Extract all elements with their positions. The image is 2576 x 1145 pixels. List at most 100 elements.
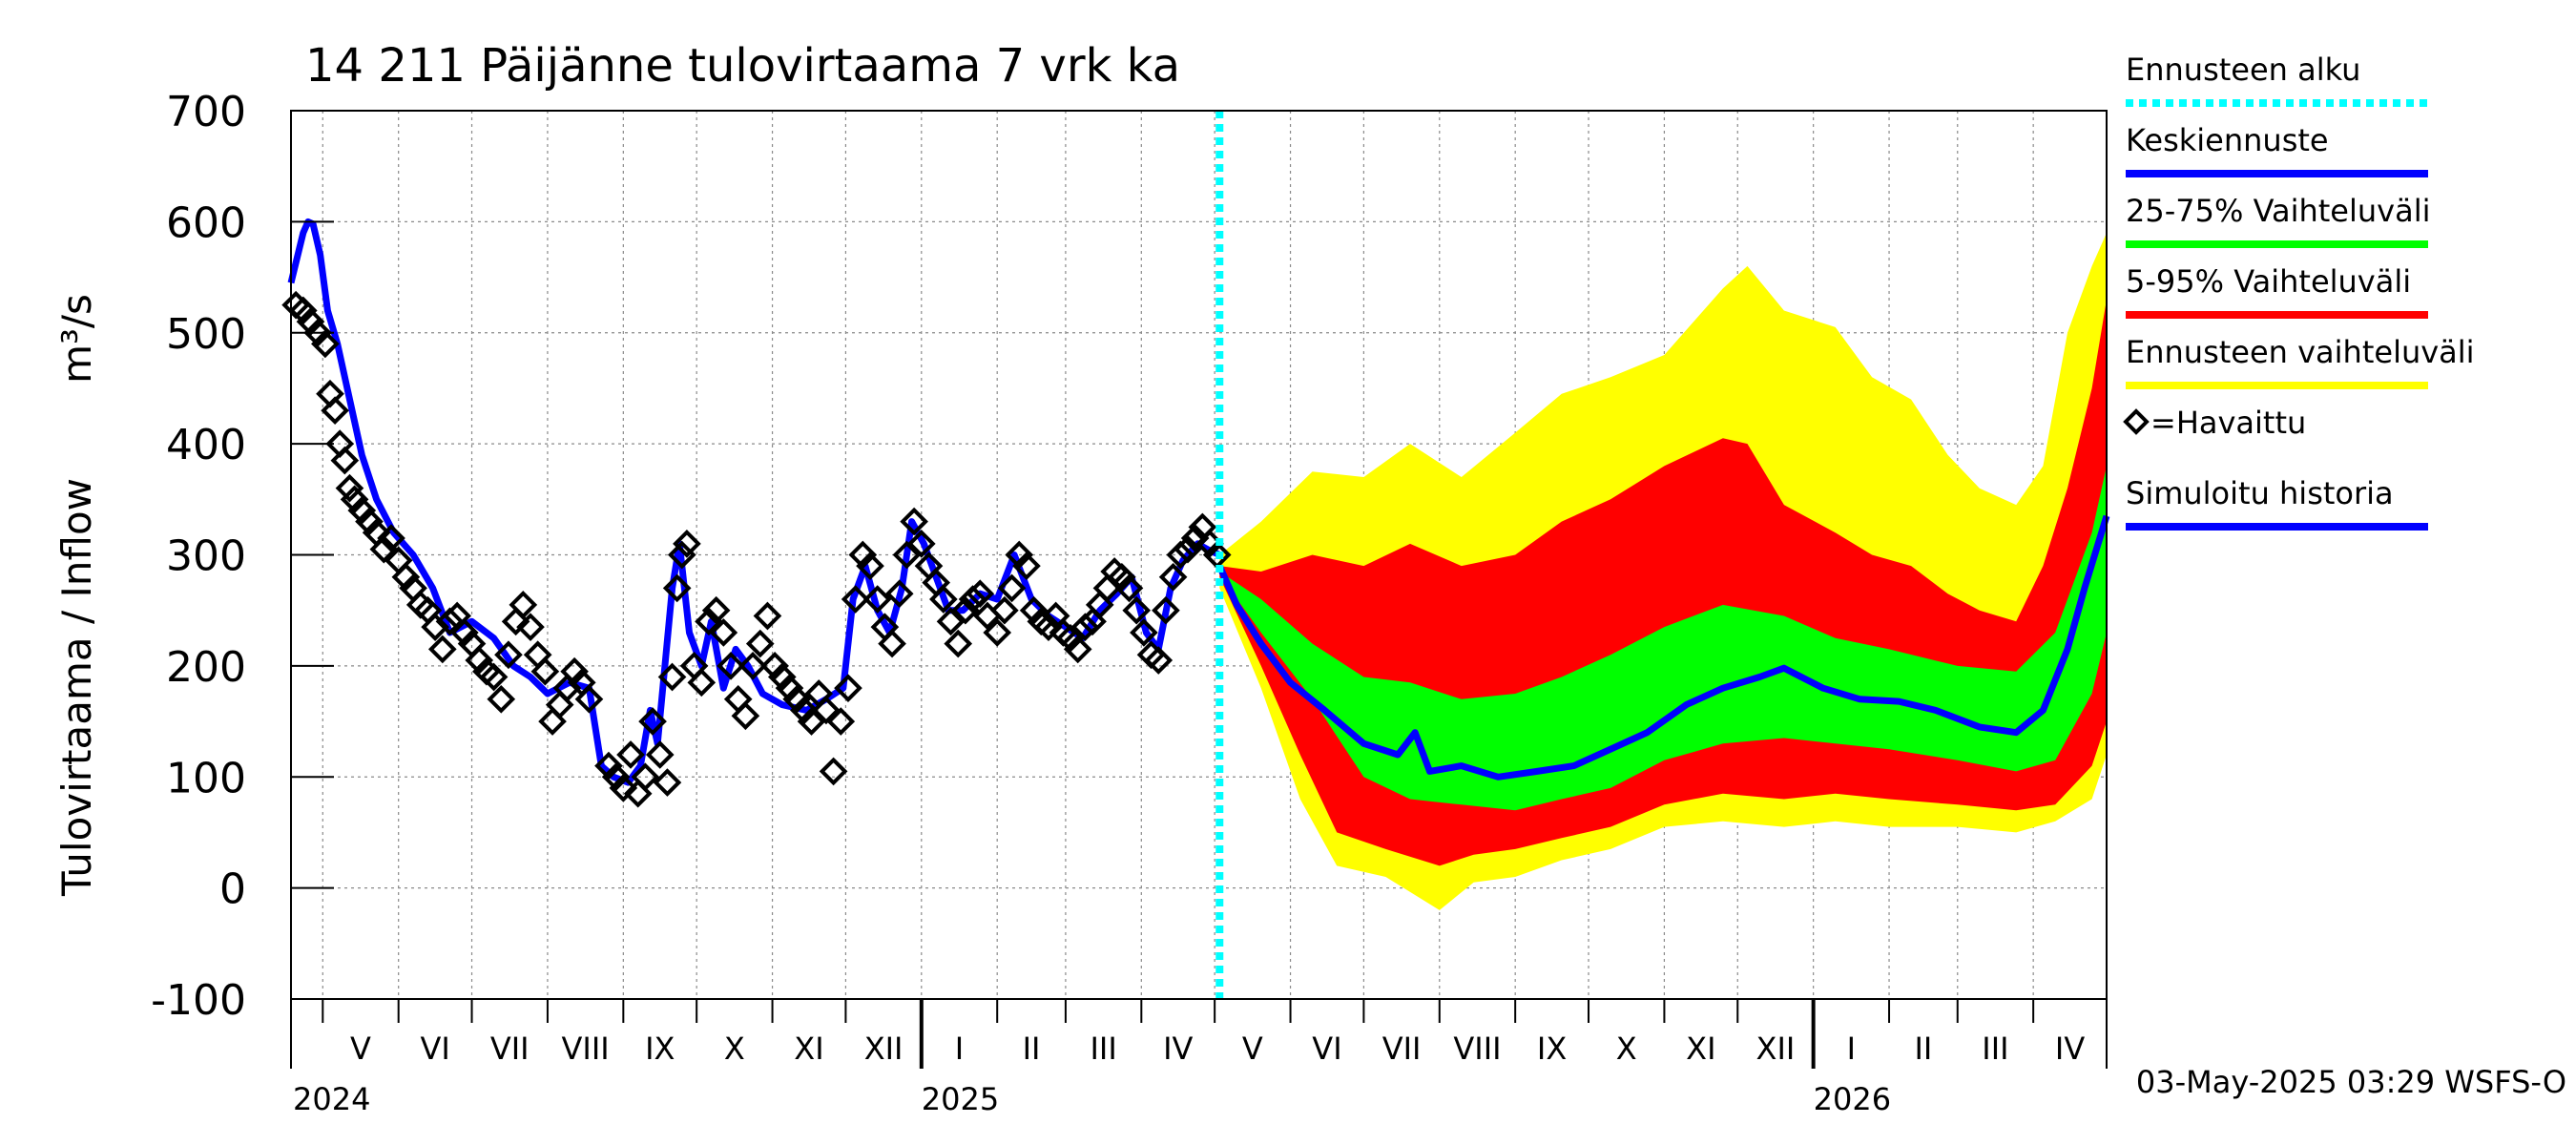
x-month-label: I [1847, 1030, 1856, 1067]
observed-point [1122, 595, 1152, 625]
series-simuloitu-historia [287, 218, 1221, 786]
observed-point [775, 674, 804, 702]
observed-point [657, 662, 687, 692]
observed-point [958, 585, 987, 614]
observed-point [530, 656, 560, 686]
legend: Ennusteen alku Keskiennuste 25-75% Vaihtel… [2123, 52, 2475, 531]
observed-point [645, 740, 675, 769]
observed-point [479, 662, 509, 692]
observed-point [1005, 540, 1034, 570]
observed-point [983, 618, 1012, 647]
observed-point [819, 757, 848, 786]
observed-point [303, 318, 333, 347]
x-year-label: 2026 [1814, 1081, 1891, 1117]
x-month-label: XII [864, 1030, 904, 1067]
observed-point [856, 552, 884, 580]
y-tick-label: 200 [166, 643, 246, 692]
observed-point [1144, 646, 1174, 675]
legend-label: =Havaittu [2150, 405, 2306, 441]
series-keskiennuste [1216, 514, 2110, 781]
observed-point [288, 296, 318, 325]
observed-point [594, 751, 623, 781]
x-month-label: III [1982, 1030, 2008, 1067]
observed-point [709, 618, 738, 647]
legend-marker [2123, 408, 2150, 435]
observed-point [695, 607, 723, 636]
observed-point [435, 607, 465, 636]
observed-point [936, 607, 966, 636]
observed-point [841, 585, 870, 614]
observed-point [369, 534, 399, 564]
observed-point [687, 668, 717, 697]
observed-point [717, 652, 745, 680]
x-month-label: XI [794, 1030, 823, 1067]
x-month-label: VI [420, 1030, 449, 1067]
y-axis-unit: m³/s [53, 294, 100, 384]
observed-point [355, 507, 384, 536]
x-month-label: III [1090, 1030, 1116, 1067]
observed-point [1034, 613, 1063, 641]
legend-label: 25-75% Vaihteluväli [2126, 193, 2430, 229]
observed-point [745, 629, 775, 658]
legend-label: Ennusteen vaihteluväli [2126, 334, 2475, 370]
observed-point [450, 618, 479, 647]
chart-title: 14 211 Päijänne tulovirtaama 7 vrk ka [305, 39, 1180, 93]
observed-point [929, 585, 958, 614]
observed-point [878, 629, 906, 658]
x-month-label: VII [1382, 1030, 1422, 1067]
observed-point [616, 740, 645, 769]
y-tick-label: 600 [166, 198, 246, 247]
x-month-label: VIII [562, 1030, 610, 1067]
observed-point [330, 446, 360, 475]
legend-label: 5-95% Vaihteluväli [2126, 263, 2411, 300]
x-month-label: II [1023, 1030, 1041, 1067]
y-tick-label: 100 [166, 754, 246, 802]
observed-point [731, 701, 760, 731]
x-month-label: X [724, 1030, 745, 1067]
x-month-label: V [350, 1030, 371, 1067]
band-25-75-vaihteluv-li [1219, 466, 2107, 811]
observed-point [609, 774, 638, 802]
observed-point [631, 762, 660, 792]
observed-point [738, 652, 767, 680]
observed-point [790, 696, 819, 725]
observed-point [1180, 524, 1210, 552]
observed-point [951, 595, 980, 625]
observed-point [516, 613, 545, 641]
observed-point [826, 707, 856, 736]
x-year-label: 2025 [922, 1081, 999, 1117]
observed-point [1152, 595, 1180, 625]
observed-point [900, 507, 928, 536]
observed-point [377, 524, 405, 552]
observed-point [906, 530, 936, 558]
x-month-label: X [1616, 1030, 1637, 1067]
observed-point [465, 646, 494, 675]
observed-point [1012, 552, 1041, 580]
observed-point [487, 684, 516, 714]
y-tick-label: 400 [166, 421, 246, 469]
observed-point [494, 640, 523, 670]
observed-point [427, 635, 457, 664]
y-tick-label: 300 [166, 532, 246, 581]
observed-point [321, 396, 349, 426]
observed-point [892, 540, 922, 570]
legend-label: Keskiennuste [2126, 122, 2329, 158]
observed-point [311, 329, 340, 359]
legend-label: Ennusteen alku [2126, 52, 2360, 88]
observed-point [848, 540, 878, 570]
x-month-label: VII [490, 1030, 530, 1067]
x-month-label: VIII [1453, 1030, 1501, 1067]
observed-point [990, 595, 1019, 625]
observed-point [753, 601, 782, 631]
observed-point [812, 696, 841, 725]
timestamp-footer: 03-May-2025 03:29 WSFS-O [2136, 1064, 2566, 1100]
observed-point [797, 707, 826, 736]
observed-point [862, 585, 892, 614]
observed-point [509, 591, 538, 619]
observed-point [662, 573, 692, 603]
x-year-label: 2024 [293, 1081, 370, 1117]
observed-point [834, 674, 862, 702]
observed-point [673, 530, 701, 558]
observed-point [767, 662, 797, 692]
